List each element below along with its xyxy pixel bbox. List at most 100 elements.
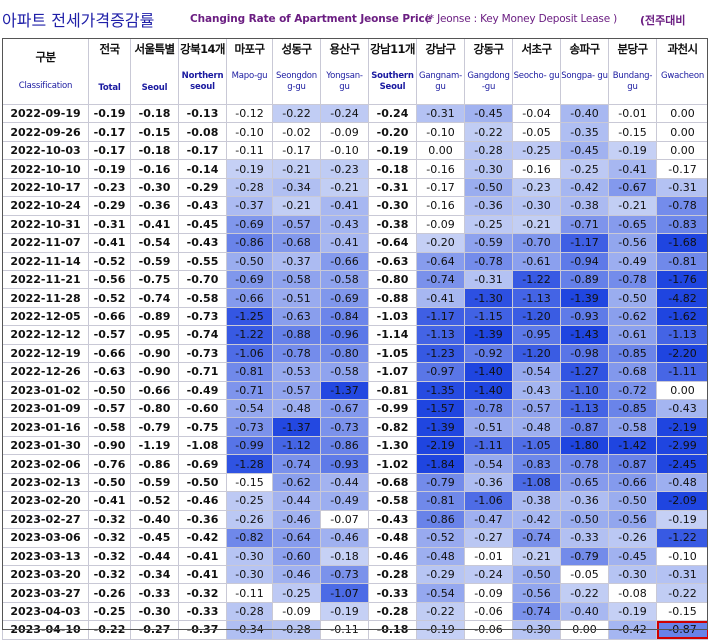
value-cell: -0.34 <box>273 178 321 196</box>
value-cell: -0.56 <box>513 584 561 602</box>
value-cell: -0.98 <box>561 344 609 362</box>
value-cell: -0.69 <box>227 270 273 288</box>
value-cell: -0.19 <box>657 510 708 528</box>
value-cell: -0.51 <box>273 289 321 307</box>
value-cell: -0.92 <box>465 344 513 362</box>
value-cell: -0.66 <box>321 252 369 270</box>
value-cell: -1.84 <box>417 455 465 473</box>
value-cell: -0.56 <box>89 270 131 288</box>
value-cell: -0.54 <box>465 455 513 473</box>
value-cell: -0.64 <box>273 529 321 547</box>
value-cell: -0.55 <box>179 252 227 270</box>
table-row: 2022-09-26-0.17-0.15-0.08-0.10-0.02-0.09… <box>3 123 708 141</box>
value-cell: -0.71 <box>179 363 227 381</box>
table-row: 2022-11-28-0.52-0.74-0.58-0.66-0.51-0.69… <box>3 289 708 307</box>
value-cell: -0.45 <box>179 215 227 233</box>
value-cell: -2.99 <box>657 436 708 454</box>
value-cell: -0.66 <box>609 473 657 491</box>
row-date: 2022-10-24 <box>3 197 89 215</box>
value-cell: -0.27 <box>131 621 179 639</box>
table-row: 2023-01-30-0.90-1.19-1.08-0.99-1.12-0.86… <box>3 436 708 454</box>
value-cell: -0.74 <box>513 529 561 547</box>
value-cell: -0.21 <box>273 197 321 215</box>
value-cell: -0.33 <box>561 529 609 547</box>
value-cell: -0.08 <box>179 123 227 141</box>
row-date: 2022-11-07 <box>3 234 89 252</box>
value-cell: -0.28 <box>369 602 417 620</box>
value-cell: -0.32 <box>89 547 131 565</box>
value-cell: -0.29 <box>417 565 465 583</box>
value-cell: -0.61 <box>513 252 561 270</box>
value-cell: -0.68 <box>273 234 321 252</box>
value-cell: -0.45 <box>609 547 657 565</box>
value-cell: -0.64 <box>417 252 465 270</box>
value-cell: -0.65 <box>609 215 657 233</box>
value-cell: -0.41 <box>321 234 369 252</box>
row-date: 2023-03-06 <box>3 529 89 547</box>
value-cell: -0.09 <box>273 602 321 620</box>
value-cell: -0.37 <box>179 621 227 639</box>
value-cell: -0.30 <box>513 621 561 639</box>
value-cell: -0.37 <box>227 197 273 215</box>
value-cell: -0.72 <box>609 381 657 399</box>
value-cell: -0.58 <box>369 492 417 510</box>
value-cell: -0.30 <box>227 565 273 583</box>
value-cell: -0.54 <box>513 363 561 381</box>
value-cell: -0.94 <box>561 252 609 270</box>
value-cell: -0.24 <box>321 105 369 123</box>
value-cell: -0.79 <box>131 418 179 436</box>
value-cell: -1.39 <box>561 289 609 307</box>
value-cell: -0.10 <box>417 123 465 141</box>
value-cell: -0.50 <box>227 252 273 270</box>
value-cell: -0.37 <box>273 252 321 270</box>
value-cell: -0.31 <box>657 565 708 583</box>
value-cell: -0.59 <box>131 473 179 491</box>
value-cell: -0.89 <box>561 270 609 288</box>
value-cell: -0.66 <box>131 381 179 399</box>
table-row: 2023-03-13-0.32-0.44-0.41-0.30-0.60-0.18… <box>3 547 708 565</box>
value-cell: -0.58 <box>321 270 369 288</box>
value-cell: -0.48 <box>657 473 708 491</box>
value-cell: -1.17 <box>561 234 609 252</box>
value-cell: -0.32 <box>89 565 131 583</box>
row-date: 2023-02-20 <box>3 492 89 510</box>
value-cell: -1.13 <box>657 326 708 344</box>
value-cell: -1.37 <box>273 418 321 436</box>
value-cell: -0.29 <box>179 178 227 196</box>
table-row: 2022-10-24-0.29-0.36-0.43-0.37-0.21-0.41… <box>3 197 708 215</box>
table-row: 2022-11-14-0.52-0.59-0.55-0.50-0.37-0.66… <box>3 252 708 270</box>
value-cell: -0.18 <box>321 547 369 565</box>
value-cell: -0.78 <box>465 400 513 418</box>
value-cell: -0.45 <box>131 529 179 547</box>
value-cell: -0.11 <box>321 621 369 639</box>
value-cell: -0.11 <box>227 141 273 159</box>
header-mapo: 마포구 Mapo-gu <box>227 39 273 105</box>
value-cell: -0.28 <box>465 141 513 159</box>
value-cell: -0.64 <box>369 234 417 252</box>
table-row: 2022-10-03-0.17-0.18-0.17-0.11-0.17-0.10… <box>3 141 708 159</box>
value-cell: -0.31 <box>89 215 131 233</box>
value-cell: -1.40 <box>465 381 513 399</box>
value-cell: -0.52 <box>417 529 465 547</box>
value-cell: -1.42 <box>609 436 657 454</box>
value-cell: -0.58 <box>179 289 227 307</box>
value-cell: -1.11 <box>465 436 513 454</box>
value-cell: -0.31 <box>369 178 417 196</box>
value-cell: -0.30 <box>513 197 561 215</box>
value-cell: -1.19 <box>131 436 179 454</box>
value-cell: -0.22 <box>417 602 465 620</box>
value-cell: -0.41 <box>131 215 179 233</box>
value-cell: -0.22 <box>89 621 131 639</box>
value-cell: -0.58 <box>89 418 131 436</box>
value-cell: 0.00 <box>657 381 708 399</box>
value-cell: -0.44 <box>131 547 179 565</box>
value-cell: -1.05 <box>369 344 417 362</box>
value-cell: -0.79 <box>417 473 465 491</box>
value-cell: -0.31 <box>417 105 465 123</box>
table-row: 2023-03-20-0.32-0.34-0.41-0.30-0.46-0.73… <box>3 565 708 583</box>
value-cell: -0.80 <box>369 270 417 288</box>
value-cell: -0.09 <box>465 584 513 602</box>
value-cell: -0.17 <box>179 141 227 159</box>
value-cell: -0.46 <box>179 492 227 510</box>
value-cell: -0.74 <box>273 455 321 473</box>
